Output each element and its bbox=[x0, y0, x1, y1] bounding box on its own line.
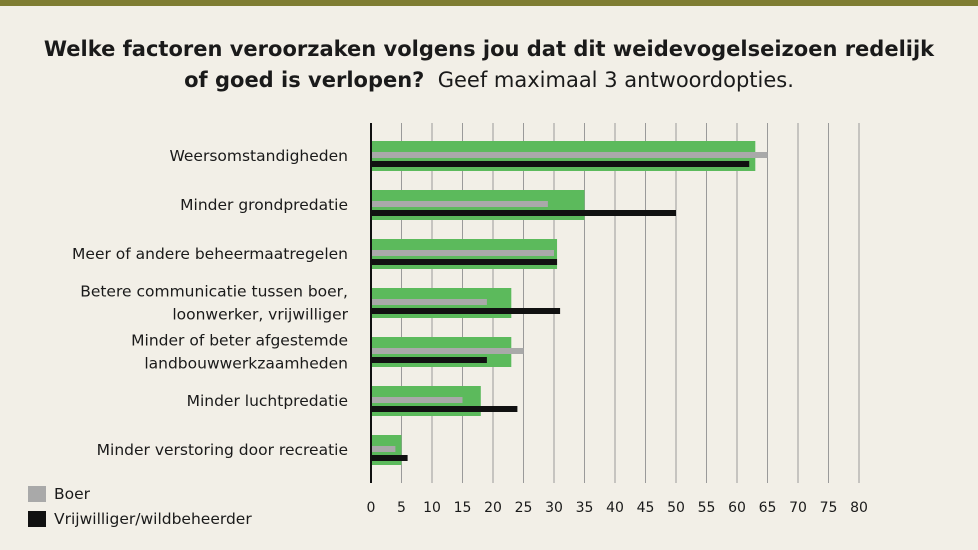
bar-vrijwilliger bbox=[371, 259, 558, 265]
category-label: Minder grondpredatie bbox=[180, 196, 348, 214]
x-tick-label: 20 bbox=[484, 500, 502, 516]
bar-vrijwilliger bbox=[371, 161, 750, 167]
x-tick-label: 50 bbox=[667, 500, 685, 516]
x-tick-label: 45 bbox=[637, 500, 655, 516]
x-tick-label: 65 bbox=[759, 500, 777, 516]
legend-label-vrijwilliger: Vrijwilliger/wildbeheerder bbox=[54, 510, 252, 528]
x-tick-label: 5 bbox=[397, 500, 406, 516]
bar-boer bbox=[371, 348, 524, 354]
x-tick-label: 35 bbox=[576, 500, 594, 516]
bar-boer bbox=[371, 397, 463, 403]
x-tick-label: 10 bbox=[423, 500, 441, 516]
top-accent-bar bbox=[0, 0, 978, 6]
category-label: landbouwwerkzaamheden bbox=[144, 355, 348, 373]
x-tick-label: 0 bbox=[367, 500, 376, 516]
x-tick-label: 60 bbox=[728, 500, 746, 516]
title-line-2-normal: Geef maximaal 3 antwoordopties. bbox=[437, 68, 794, 92]
bar-boer bbox=[371, 201, 548, 207]
x-tick-label: 55 bbox=[698, 500, 716, 516]
bar-vrijwilliger bbox=[371, 210, 676, 216]
title-line-2-bold: of goed is verlopen? bbox=[184, 68, 425, 92]
x-tick-label: 75 bbox=[820, 500, 838, 516]
legend-item-vrijwilliger: Vrijwilliger/wildbeheerder bbox=[28, 510, 252, 528]
title-line-1: Welke factoren veroorzaken volgens jou d… bbox=[43, 37, 935, 61]
category-label: Betere communicatie tussen boer, bbox=[80, 283, 348, 301]
category-label: loonwerker, vrijwilliger bbox=[172, 306, 348, 324]
category-label: Weersomstandigheden bbox=[169, 147, 348, 165]
legend-swatch-vrijwilliger bbox=[28, 511, 46, 527]
x-tick-label: 80 bbox=[850, 500, 868, 516]
chart-title: Welke factoren veroorzaken volgens jou d… bbox=[0, 34, 978, 96]
legend-item-boer: Boer bbox=[28, 485, 90, 503]
bar-vrijwilliger bbox=[371, 308, 561, 314]
x-tick-label: 40 bbox=[606, 500, 624, 516]
category-label: Minder verstoring door recreatie bbox=[97, 441, 348, 459]
category-label: Meer of andere beheermaatregelen bbox=[72, 245, 348, 263]
bar-boer bbox=[371, 299, 487, 305]
legend-label-boer: Boer bbox=[54, 485, 91, 503]
bar-boer bbox=[371, 446, 396, 452]
legend-swatch-boer bbox=[28, 486, 46, 502]
bar-boer bbox=[371, 250, 554, 256]
category-label: Minder luchtpredatie bbox=[187, 392, 348, 410]
bar-boer bbox=[371, 152, 768, 158]
bar-vrijwilliger bbox=[371, 357, 487, 363]
category-label: Minder of beter afgestemde bbox=[131, 332, 348, 350]
bar-vrijwilliger bbox=[371, 455, 408, 461]
bar-vrijwilliger bbox=[371, 406, 518, 412]
x-tick-label: 70 bbox=[789, 500, 807, 516]
x-tick-label: 25 bbox=[515, 500, 533, 516]
x-tick-label: 30 bbox=[545, 500, 563, 516]
x-tick-label: 15 bbox=[454, 500, 472, 516]
